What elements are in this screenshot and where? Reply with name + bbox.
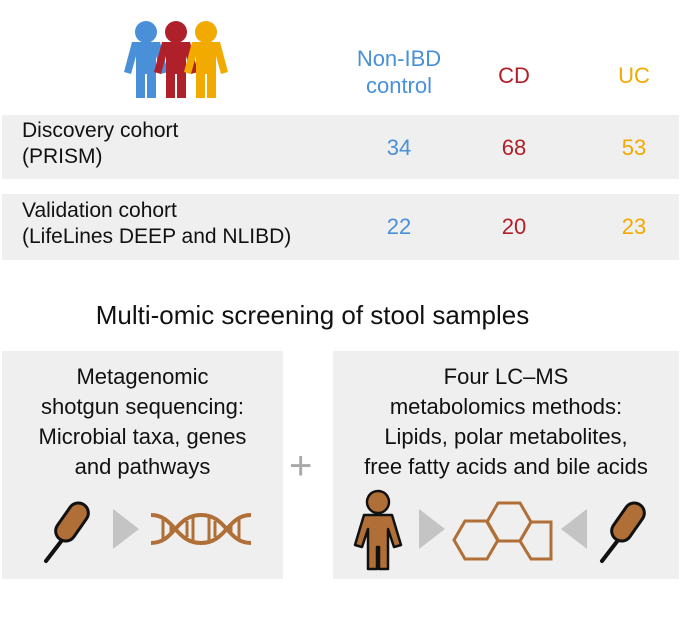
metagenomic-line3: Microbial taxa, genes [38, 424, 247, 449]
metabolomic-line1: Four LC–MS [443, 364, 569, 389]
metabolomic-line3: Lipids, polar metabolites, [384, 424, 628, 449]
metabolomic-panel: Four LC–MS metabolomics methods: Lipids,… [333, 351, 679, 579]
cohort-label-line2: (PRISM) [22, 145, 103, 168]
cohort-label-line1: Validation cohort [22, 199, 177, 222]
cohort-label-line2: (LifeLines DEEP and NLIBD) [22, 225, 292, 248]
cohort-label-line1: Discovery cohort [22, 119, 179, 142]
metabolomic-line2: metabolomics methods: [389, 394, 623, 419]
cohort-label: Validation cohort (LifeLines DEEP and NL… [22, 198, 291, 250]
metagenomic-line2: shotgun sequencing: [40, 394, 245, 419]
non-ibd-count: 22 [386, 214, 412, 239]
uc-header: UC [618, 63, 650, 88]
metagenomic-panel: Metagenomic shotgun sequencing: Microbia… [2, 351, 283, 579]
metagenomic-line4: and pathways [74, 454, 211, 479]
arrow-right-icon [419, 509, 445, 549]
metabolomic-line4: free fatty acids and bile acids [364, 454, 648, 479]
arrow-left-icon [561, 509, 587, 549]
metagenomic-line1: Metagenomic [76, 364, 209, 389]
metabolomic-text: Four LC–MS metabolomics methods: Lipids,… [333, 362, 679, 482]
non-ibd-count: 34 [386, 135, 412, 160]
cd-count: 68 [501, 135, 527, 160]
cohort-row-validation [2, 194, 679, 260]
arrow-right-icon [113, 509, 139, 549]
cohort-row-discovery [2, 115, 679, 179]
uc-count: 53 [621, 135, 647, 160]
section-title: Multi-omic screening of stool samples [95, 300, 530, 330]
metagenomic-text: Metagenomic shotgun sequencing: Microbia… [2, 362, 283, 482]
swab-icon [600, 501, 646, 563]
non-ibd-header: Non-IBD control [356, 46, 442, 98]
people-group-icon [124, 21, 228, 98]
plus-sign: + [289, 444, 313, 488]
cohort-label: Discovery cohort (PRISM) [22, 118, 178, 170]
person-icon [353, 489, 403, 571]
swab-icon [44, 501, 90, 563]
cd-header: CD [498, 63, 530, 88]
hexagon-molecule-icon [452, 501, 553, 561]
cd-count: 20 [501, 214, 527, 239]
dna-icon [150, 512, 252, 546]
uc-count: 23 [621, 214, 647, 239]
